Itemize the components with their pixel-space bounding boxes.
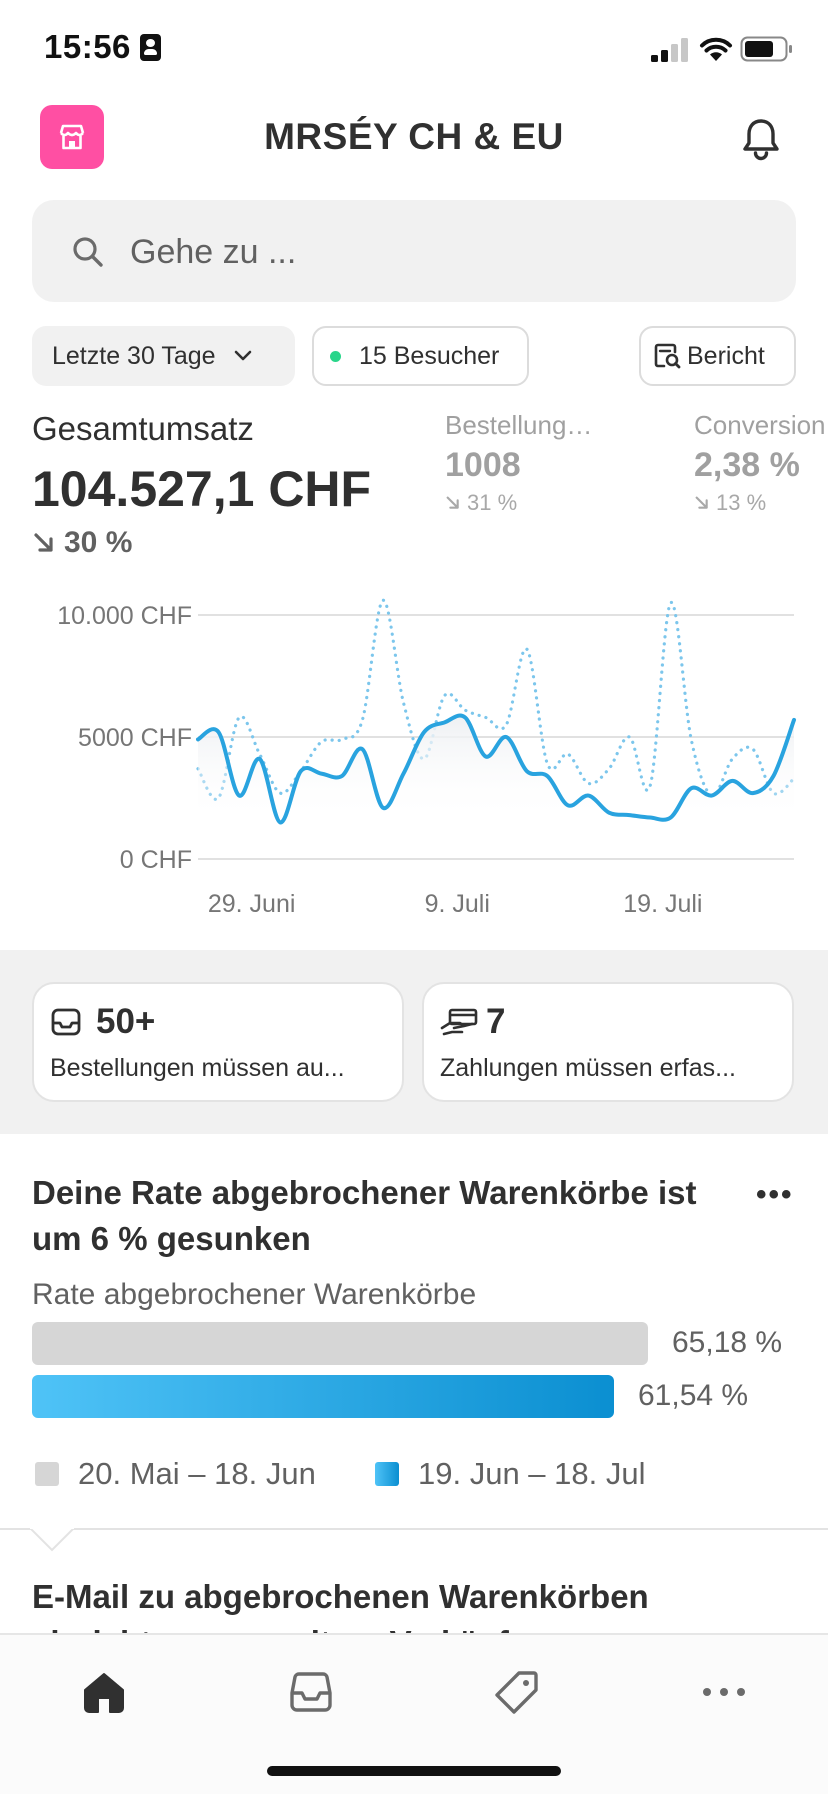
legend-swatch-previous <box>35 1462 59 1486</box>
abandoned-rate-label: Rate abgebrochener Warenkörbe <box>32 1278 477 1311</box>
tab-more[interactable] <box>694 1664 754 1720</box>
abandoned-cart-email-title[interactable]: E-Mail zu abgebrochenen Warenkörben einr… <box>32 1578 649 1634</box>
orders-icon <box>290 1672 332 1712</box>
y-tick-label: 10.000 CHF <box>57 602 192 630</box>
orders-change: 31 % <box>445 490 517 516</box>
sales-over-time-chart: 10.000 CHF 5000 CHF 0 CHF 29. Juni 9. Juli 19… <box>57 598 796 918</box>
report-icon <box>654 343 681 369</box>
arrow-down-right-icon <box>446 496 459 509</box>
conversion-label: Conversion <box>694 410 826 440</box>
orders-label: Bestellungen ins... <box>445 410 605 440</box>
notifications-bell-icon[interactable] <box>741 116 781 162</box>
y-tick-label: 0 CHF <box>120 846 192 874</box>
more-icon <box>703 1688 745 1696</box>
report-label: Bericht <box>687 341 765 370</box>
products-tag-icon <box>495 1671 538 1714</box>
current-period-bar <box>32 1375 614 1418</box>
inbox-icon <box>51 1008 81 1036</box>
arrow-down-right-icon <box>34 533 53 552</box>
payment-hand-icon <box>440 1008 478 1036</box>
search-icon <box>73 237 103 267</box>
report-button[interactable]: Bericht <box>639 326 796 386</box>
chevron-down-icon <box>234 350 251 361</box>
legend-label-previous: 20. Mai – 18. Jun <box>78 1456 316 1491</box>
x-tick-label: 19. Juli <box>623 890 702 918</box>
current-period-value: 61,54 % <box>638 1379 749 1412</box>
home-indicator <box>267 1766 561 1776</box>
orders-to-fulfill-card[interactable]: 50+ Bestellungen müssen au... <box>32 982 404 1102</box>
store-icon <box>59 124 85 150</box>
date-range-label: Letzte 30 Tage <box>52 341 216 370</box>
payments-to-capture-count: 7 <box>486 1002 506 1041</box>
conversion-value: 2,38 % <box>694 446 800 484</box>
status-time: 15:56 <box>44 28 131 65</box>
insight-title: Deine Rate abgebrochener Warenkörbe ist … <box>32 1174 697 1257</box>
live-visitors-button[interactable]: 15 Besucher <box>312 326 529 386</box>
home-icon <box>84 1673 124 1713</box>
payments-to-capture-label: Zahlungen müssen erfas... <box>440 1054 736 1082</box>
tab-orders[interactable] <box>281 1664 341 1720</box>
section-divider <box>0 1528 828 1530</box>
arrow-down-right-icon <box>695 496 708 509</box>
contact-card-icon <box>140 34 161 61</box>
orders-to-fulfill-label: Bestellungen müssen au... <box>50 1054 345 1082</box>
payments-to-capture-card[interactable]: 7 Zahlungen müssen erfas... <box>422 982 794 1102</box>
total-sales-value: 104.527,1 CHF <box>32 461 372 517</box>
store-switcher-button[interactable] <box>40 105 104 169</box>
tab-products[interactable] <box>487 1664 547 1720</box>
tab-home[interactable] <box>74 1664 134 1720</box>
legend-label-current: 19. Jun – 18. Jul <box>418 1456 646 1491</box>
battery-icon <box>740 36 792 62</box>
conversion-change: 13 % <box>694 490 766 516</box>
total-sales-change: 30 % <box>32 526 132 560</box>
series-area <box>198 715 794 823</box>
search-input[interactable] <box>130 228 730 276</box>
y-tick-label: 5000 CHF <box>78 724 192 752</box>
series-line-current <box>196 713 796 825</box>
x-tick-label: 9. Juli <box>425 890 490 918</box>
previous-period-bar <box>32 1322 648 1365</box>
wifi-icon <box>700 37 732 61</box>
orders-value: 1008 <box>445 446 521 484</box>
more-options-icon[interactable]: ••• <box>756 1178 794 1211</box>
date-range-select[interactable]: Letzte 30 Tage <box>32 326 295 386</box>
live-dot-icon <box>330 350 341 362</box>
total-sales-label: Gesamtumsatz <box>32 410 254 447</box>
previous-period-value: 65,18 % <box>672 1326 783 1359</box>
store-name-title: MRSÉY CH & EU <box>264 116 564 157</box>
legend-swatch-current <box>375 1462 399 1486</box>
x-tick-label: 29. Juni <box>208 890 296 918</box>
orders-to-fulfill-count: 50+ <box>96 1002 156 1041</box>
signal-icon <box>651 38 688 62</box>
card-pointer-notch <box>30 1528 75 1552</box>
visitors-label: 15 Besucher <box>359 341 500 370</box>
